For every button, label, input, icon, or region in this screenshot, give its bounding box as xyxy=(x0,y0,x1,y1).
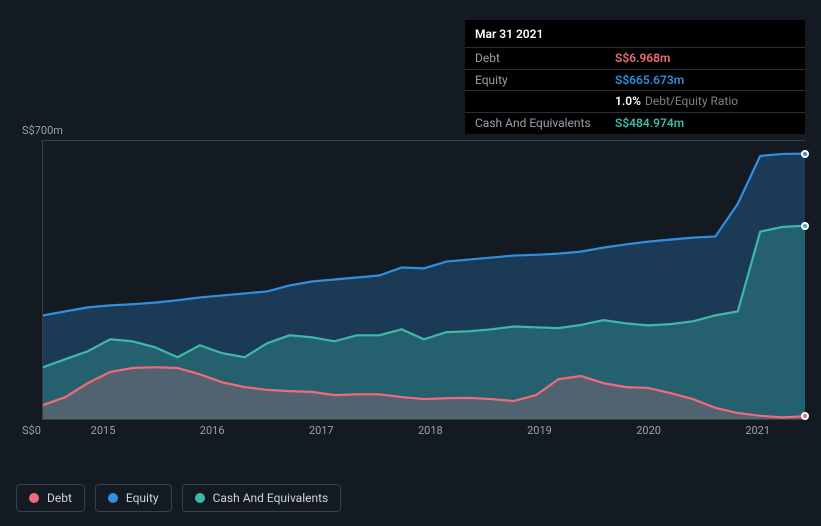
tooltip-row-sublabel: Debt/Equity Ratio xyxy=(645,94,738,108)
chart-legend: Debt Equity Cash And Equivalents xyxy=(16,484,341,512)
legend-item-label: Equity xyxy=(126,491,159,505)
chart-area[interactable]: 2015 2016 2017 2018 2019 2020 2021 xyxy=(16,140,805,440)
tooltip-row-value: S$6.968m xyxy=(615,50,670,67)
cash-marker xyxy=(801,222,809,230)
legend-item-label: Cash And Equivalents xyxy=(213,491,329,505)
x-axis-tick: 2015 xyxy=(91,424,116,437)
tooltip-row-label: Cash And Equivalents xyxy=(475,115,615,132)
x-axis: 2015 2016 2017 2018 2019 2020 2021 xyxy=(42,420,805,440)
x-axis-tick: 2021 xyxy=(745,424,770,437)
legend-item-cash[interactable]: Cash And Equivalents xyxy=(182,484,342,512)
x-axis-tick: 2020 xyxy=(636,424,661,437)
x-axis-tick: 2018 xyxy=(418,424,443,437)
tooltip-row-value: S$665.673m xyxy=(615,72,684,89)
tooltip-row: Cash And EquivalentsS$484.974m xyxy=(465,113,805,134)
x-axis-tick: 2017 xyxy=(309,424,334,437)
chart-tooltip: Mar 31 2021 DebtS$6.968mEquityS$665.673m… xyxy=(465,20,805,134)
legend-item-debt[interactable]: Debt xyxy=(16,484,85,512)
tooltip-row: EquityS$665.673m xyxy=(465,70,805,92)
tooltip-row-value: S$484.974m xyxy=(615,115,684,132)
tooltip-row-label xyxy=(475,93,615,110)
cash-swatch-icon xyxy=(195,493,205,503)
legend-item-equity[interactable]: Equity xyxy=(95,484,172,512)
x-axis-tick: 2019 xyxy=(527,424,552,437)
tooltip-row: DebtS$6.968m xyxy=(465,48,805,70)
tooltip-row: 1.0%Debt/Equity Ratio xyxy=(465,91,805,113)
chart-plot xyxy=(42,140,805,420)
tooltip-date: Mar 31 2021 xyxy=(465,20,805,48)
debt-swatch-icon xyxy=(29,493,39,503)
y-axis-max-label: S$700m xyxy=(22,124,63,137)
tooltip-row-label: Equity xyxy=(475,72,615,89)
legend-item-label: Debt xyxy=(47,491,72,505)
equity-marker xyxy=(801,150,809,158)
x-axis-tick: 2016 xyxy=(200,424,225,437)
tooltip-row-label: Debt xyxy=(475,50,615,67)
chart-svg xyxy=(43,140,805,419)
equity-swatch-icon xyxy=(108,493,118,503)
tooltip-row-value: 1.0%Debt/Equity Ratio xyxy=(615,93,738,110)
